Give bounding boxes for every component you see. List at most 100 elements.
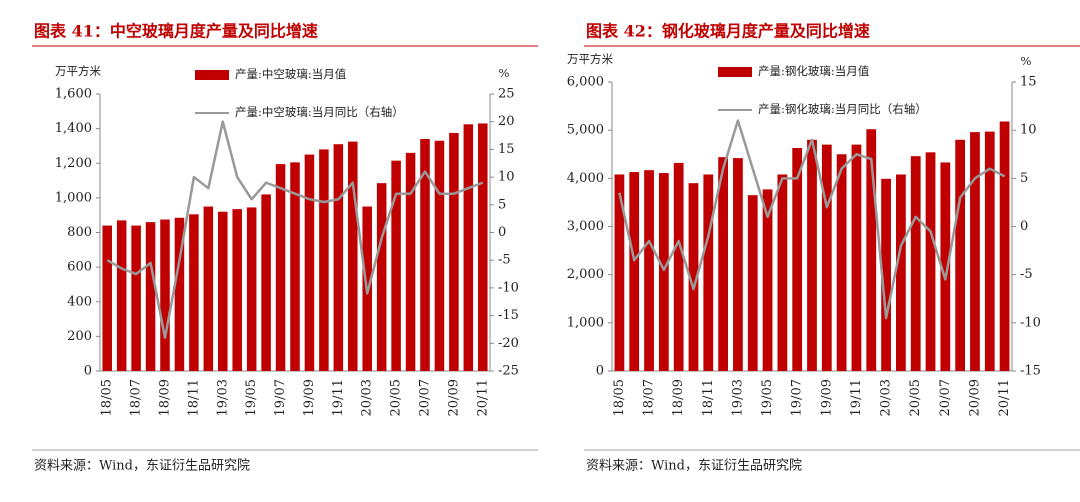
bar <box>102 225 112 371</box>
bar <box>703 174 714 371</box>
x-tick-label: 20/05 <box>389 379 404 416</box>
x-tick-label: 19/09 <box>302 379 317 416</box>
x-tick-label: 20/11 <box>997 379 1012 416</box>
bar <box>376 183 387 371</box>
bar <box>925 152 936 371</box>
x-tick-label: 20/07 <box>418 379 433 416</box>
line-series <box>618 119 1006 320</box>
source: 资料来源：Wind，东证衍生品研究院 <box>34 459 250 474</box>
x-tick-label: 19/03 <box>215 379 230 416</box>
x-tick-label: 19/05 <box>760 379 775 416</box>
bar <box>232 209 242 371</box>
x-tick-label: 18/11 <box>186 379 201 416</box>
bar <box>449 132 459 371</box>
x-tick-label: 19/03 <box>730 379 745 416</box>
bar <box>851 144 862 371</box>
bar <box>391 160 401 371</box>
legend-label: 产量:钢化玻璃:当月值 <box>758 64 870 78</box>
source: 资料来源：Wind，东证衍生品研究院 <box>586 459 802 474</box>
y-tick-label: 1,000 <box>55 190 92 205</box>
y-tick-label: 1,600 <box>55 87 92 102</box>
y-tick-label: 0 <box>596 364 604 379</box>
bar <box>420 139 430 371</box>
y-tick-label: 0 <box>84 364 92 379</box>
x-tick-label: 19/07 <box>273 379 288 416</box>
bar <box>718 157 728 371</box>
bar <box>131 225 141 371</box>
bar <box>319 149 329 371</box>
x-tick-label: 20/07 <box>938 379 953 416</box>
bar <box>290 162 300 371</box>
legend-swatch <box>195 70 229 80</box>
x-tick-label: 20/05 <box>908 379 923 416</box>
y2-tick-label: -5 <box>1020 267 1033 282</box>
y2-tick-label: 15 <box>498 142 515 157</box>
y-tick-label: 1,200 <box>55 156 92 171</box>
bar <box>434 140 445 371</box>
bar <box>160 219 170 371</box>
line-series <box>106 120 484 340</box>
bar <box>970 132 980 371</box>
x-tick-label: 20/09 <box>446 379 461 416</box>
x-tick-label: 19/05 <box>244 379 259 416</box>
y2-tick-label: 15 <box>1020 75 1037 90</box>
y-tick-label: 400 <box>67 294 92 309</box>
x-tick-label: 19/09 <box>819 379 834 416</box>
bar <box>658 173 669 371</box>
x-tick-label: 19/07 <box>790 379 805 416</box>
x-tick-label: 18/11 <box>701 379 716 416</box>
y-axis-unit: 万平方米 <box>55 64 101 78</box>
bar <box>275 164 286 371</box>
bar <box>792 147 803 371</box>
y-tick-label: 1,000 <box>567 315 604 330</box>
y2-tick-label: 0 <box>498 225 506 240</box>
bar <box>116 220 127 371</box>
x-tick-label: 20/11 <box>475 379 490 416</box>
x-tick-label: 20/09 <box>967 379 982 416</box>
bar <box>836 154 847 371</box>
y2-tick-label: 0 <box>1020 219 1028 234</box>
bar <box>218 211 228 371</box>
bar <box>304 154 315 371</box>
y-tick-label: 6,000 <box>567 75 604 90</box>
bar <box>405 152 416 371</box>
y-axis-unit: 万平方米 <box>567 52 613 66</box>
bar <box>478 123 488 372</box>
bar <box>940 162 951 371</box>
y-tick-label: 800 <box>67 225 92 240</box>
y-tick-label: 4,000 <box>567 171 604 186</box>
x-tick-label: 18/05 <box>612 379 627 416</box>
legend-label: 产量:中空玻璃:当月同比（右轴） <box>235 105 404 119</box>
x-tick-label: 20/03 <box>360 379 375 416</box>
x-tick-label: 18/09 <box>158 379 173 416</box>
y2-tick-label: 25 <box>498 87 515 102</box>
chart-title: 图表 41：中空玻璃月度产量及同比增速 <box>34 22 318 41</box>
bar <box>777 174 788 371</box>
bar <box>984 131 995 371</box>
bar <box>644 170 654 371</box>
bar <box>955 139 966 371</box>
bar <box>348 141 358 371</box>
y2-axis-unit: % <box>499 66 510 80</box>
legend-label: 产量:钢化玻璃:当月同比（右轴） <box>758 102 927 116</box>
chart-title: 图表 42：钢化玻璃月度产量及同比增速 <box>586 22 870 41</box>
y2-tick-label: -20 <box>498 336 519 351</box>
bar <box>673 162 684 371</box>
bar <box>747 195 758 371</box>
y2-tick-label: -10 <box>1020 315 1041 330</box>
x-tick-label: 18/07 <box>129 379 144 416</box>
bar <box>762 189 773 371</box>
y2-tick-label: -25 <box>498 364 519 379</box>
bar <box>807 139 817 371</box>
bar <box>688 183 699 371</box>
bar <box>333 144 344 371</box>
x-tick-label: 18/05 <box>100 379 115 416</box>
bar <box>733 158 743 371</box>
bar <box>896 174 906 371</box>
y2-tick-label: 20 <box>498 114 515 129</box>
y2-axis-unit: % <box>1021 54 1032 68</box>
x-tick-label: 19/11 <box>331 379 346 416</box>
x-tick-label: 19/11 <box>849 379 864 416</box>
bar <box>866 129 877 371</box>
